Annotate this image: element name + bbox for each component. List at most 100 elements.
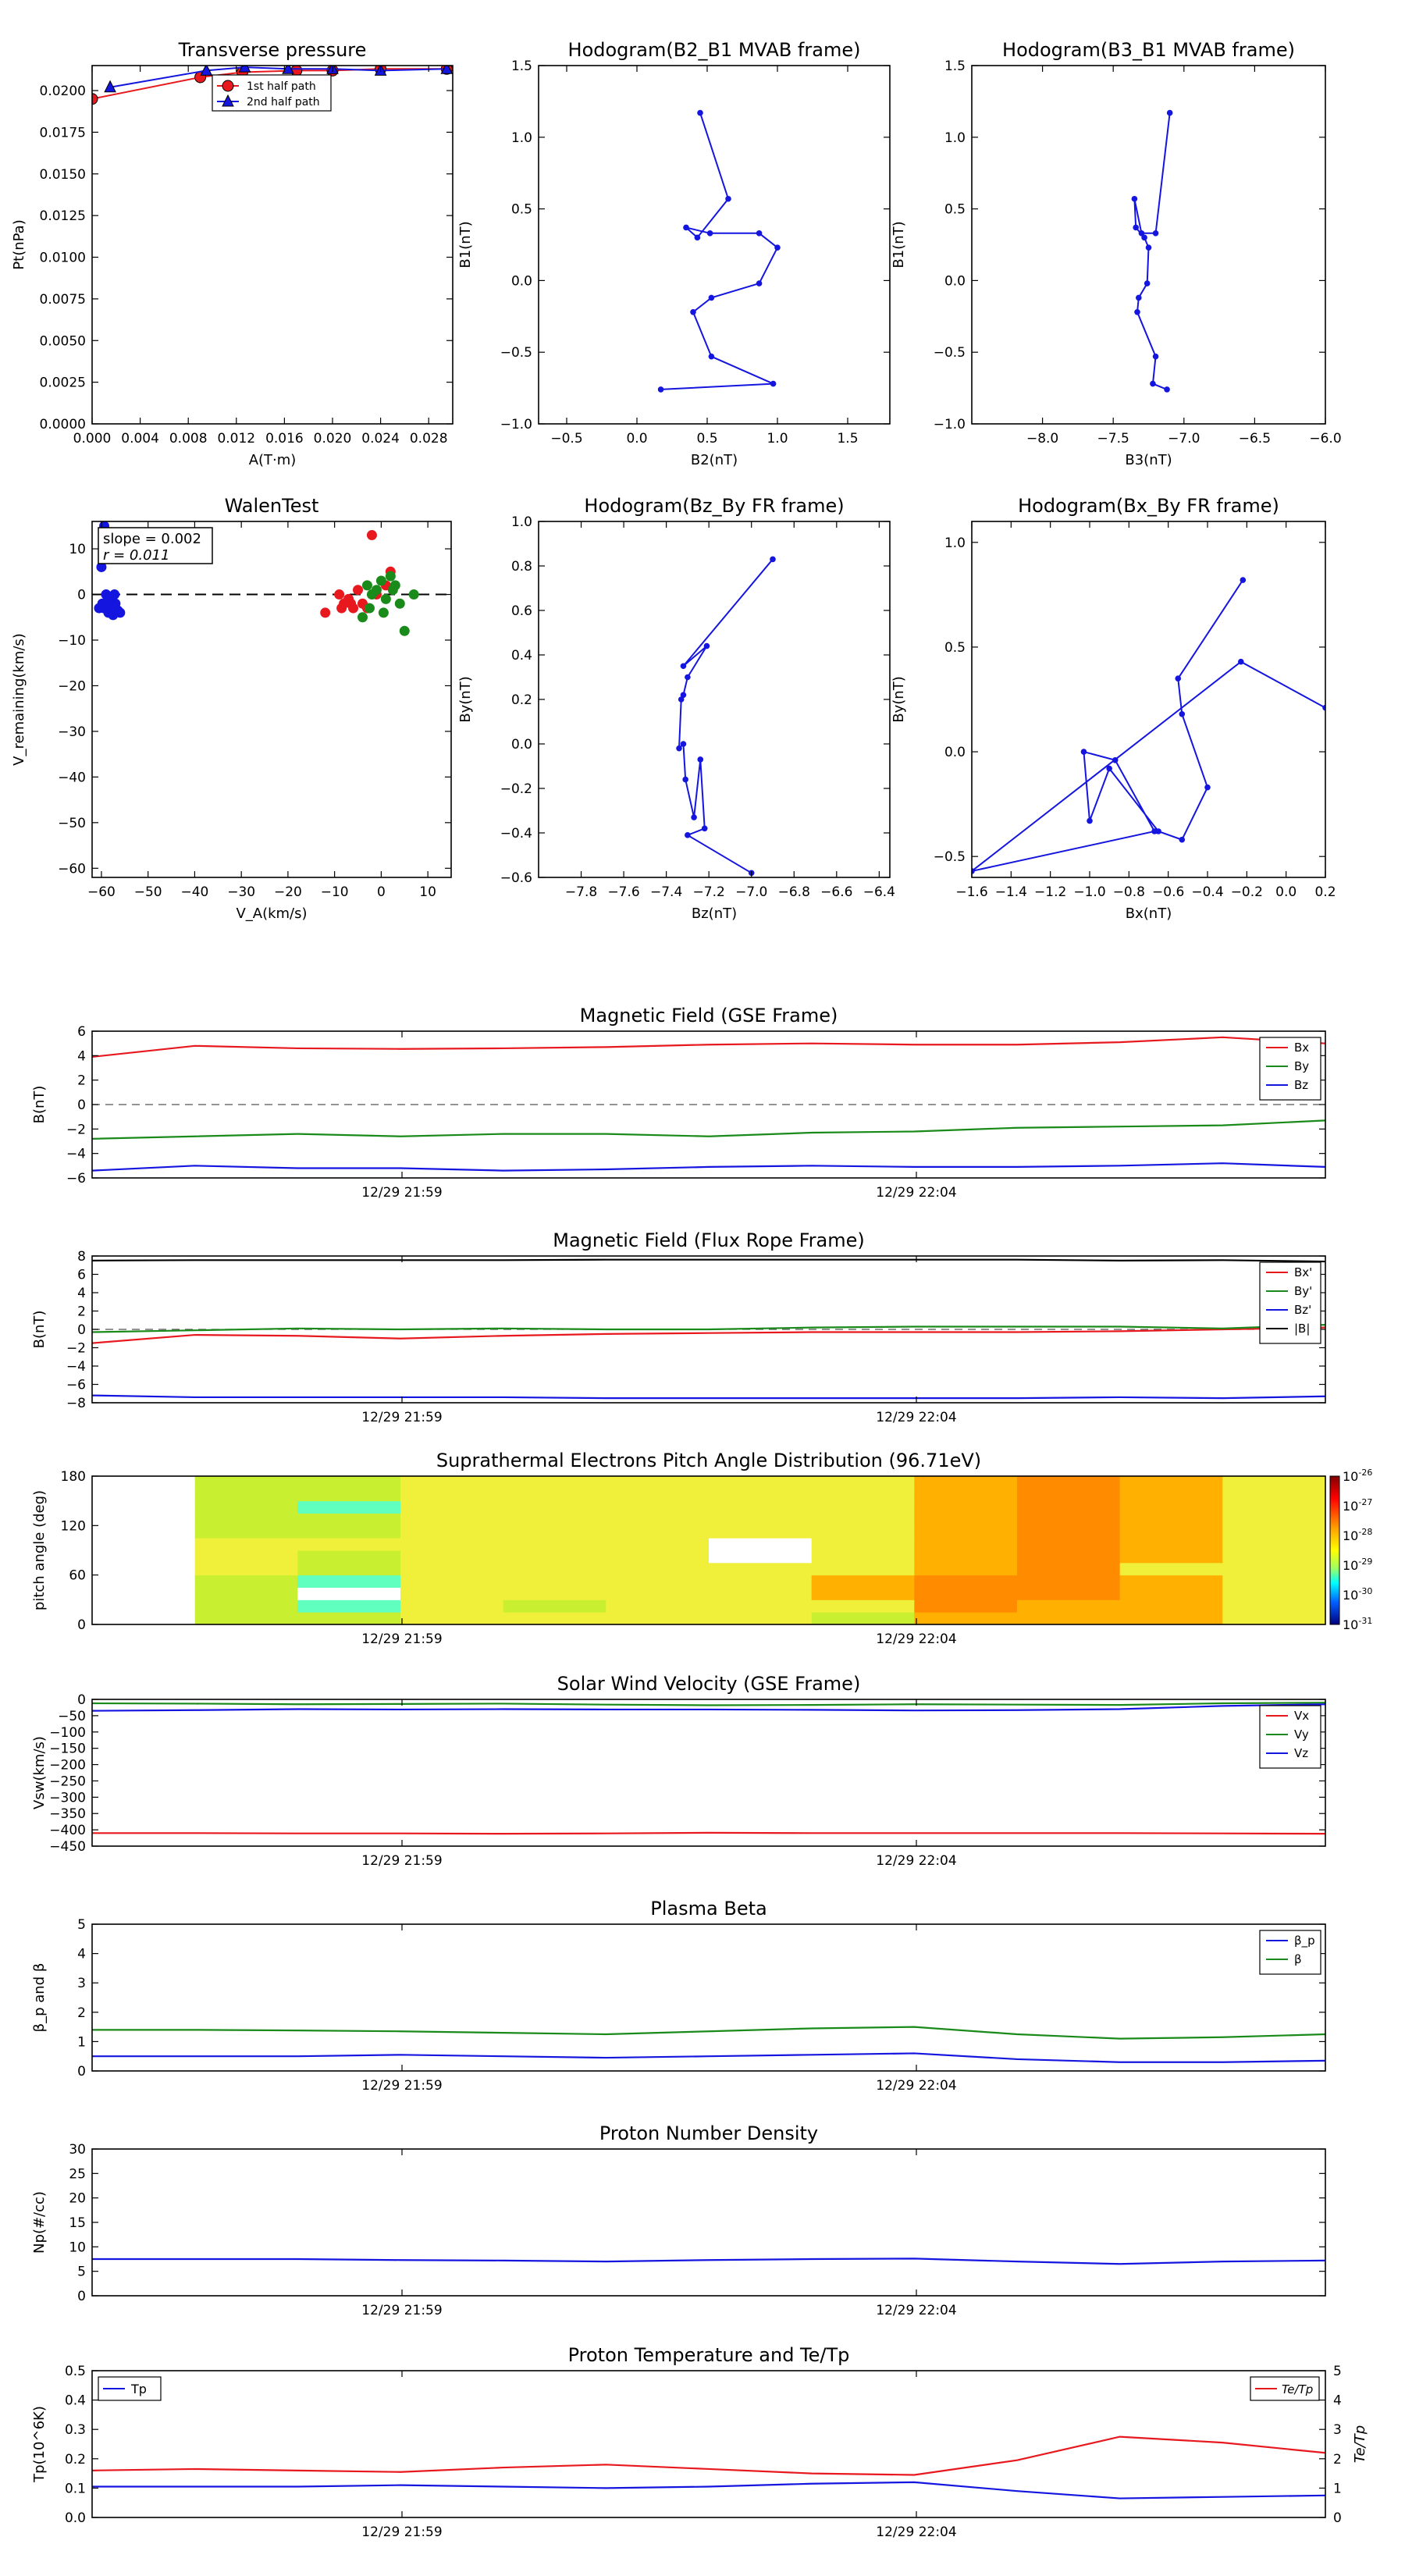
- colorbar-tick-base: 10: [1343, 1588, 1358, 1603]
- y-tick-label: −450: [49, 1839, 86, 1855]
- heatmap-cell: [194, 1574, 298, 1588]
- colorbar-tick-label: 10-29: [1343, 1557, 1372, 1573]
- heatmap-cell: [503, 1476, 606, 1489]
- heatmap-cell: [400, 1612, 504, 1625]
- y-tick-label: −4: [66, 1359, 86, 1375]
- y-tick-label: 5: [77, 2265, 86, 2280]
- x-tick-label: 0.012: [217, 431, 255, 447]
- x-tick-label: −8.0: [1026, 431, 1058, 447]
- y-tick-label: 0.6: [511, 603, 532, 619]
- heatmap-cell: [1222, 1587, 1326, 1600]
- heatmap-cell: [811, 1550, 915, 1564]
- x-tick-label: 12/29 22:04: [876, 2303, 956, 2318]
- heatmap-cell: [1222, 1550, 1326, 1564]
- y-tick-label: 0.1: [65, 2481, 86, 2496]
- data-point: [375, 575, 386, 586]
- data-point: [1164, 386, 1170, 393]
- data-point: [238, 66, 251, 73]
- y-tick-label: 8: [77, 1249, 86, 1265]
- colorbar-tick-base: 10: [1343, 1528, 1358, 1543]
- x-tick-label: 12/29 21:59: [361, 1631, 442, 1647]
- x-tick-label: −6.4: [863, 884, 895, 900]
- heatmap-cell: [914, 1574, 1018, 1588]
- heatmap-cell: [503, 1525, 606, 1539]
- legend-label: 2nd half path: [247, 96, 320, 109]
- chart-hodogram-b2-b1: −0.5 0.0 0.5 1.0 1.5 −1.0 −0.5 0.0 0.5 1.0 1.5 Hodo…: [457, 39, 891, 468]
- heatmap-cell: [297, 1562, 401, 1576]
- colorbar-tick-base: 10: [1343, 1558, 1358, 1573]
- x-tick-label: 0.020: [314, 431, 352, 447]
- data-point: [92, 93, 98, 105]
- heatmap-cell: [1017, 1587, 1121, 1600]
- y-tick-label: 1.0: [511, 130, 532, 146]
- series-line-β_p: [92, 2052, 1326, 2063]
- series-line-Bx: [91, 1036, 1326, 1058]
- heatmap-cell: [606, 1599, 710, 1613]
- data-point: [1112, 756, 1119, 763]
- heatmap-cell: [1222, 1562, 1326, 1576]
- heatmap-cell: [1119, 1587, 1223, 1600]
- x-tick-label: −1.6: [955, 884, 987, 900]
- chart-hodogram-bx-by: −1.6 −1.4 −1.2 −1.0 −0.8 −0.6 −0.4 −0.2 0.0 0.2 −0…: [891, 495, 1336, 922]
- heatmap-cell: [1222, 1574, 1326, 1588]
- y-axis-label: pitch angle (deg): [31, 1490, 48, 1610]
- data-point: [683, 224, 689, 231]
- data-point: [282, 66, 294, 74]
- heatmap-cell: [811, 1562, 915, 1576]
- y-tick-label: −0.5: [500, 345, 532, 361]
- data-point: [378, 607, 389, 618]
- heatmap-cell: [1222, 1538, 1326, 1551]
- x-axis-label: B2(nT): [691, 452, 738, 468]
- colorbar-tick-base: 10: [1343, 1617, 1358, 1632]
- heatmap-cell: [709, 1500, 813, 1514]
- annotation-box: [98, 527, 213, 564]
- data-point: [104, 80, 116, 93]
- heatmap-cell: [297, 1513, 401, 1526]
- heatmap-cell: [709, 1476, 813, 1489]
- heatmap-cell: [811, 1587, 915, 1600]
- heatmap-cell: [503, 1612, 606, 1625]
- y-tick-label: 4: [77, 1286, 86, 1301]
- plot-area: [1131, 109, 1173, 393]
- series-line-By: [91, 1119, 1326, 1140]
- y-tick-label: 10: [69, 2240, 86, 2255]
- data-point: [1134, 308, 1140, 315]
- x-tick-label: −7.5: [1097, 431, 1129, 447]
- series-line: [972, 579, 1325, 872]
- chart-title: Hodogram(B3_B1 MVAB frame): [1002, 39, 1295, 61]
- data-point: [770, 380, 777, 387]
- heatmap-cell: [709, 1538, 813, 1551]
- heatmap-cell: [914, 1500, 1018, 1514]
- heatmap-cell: [914, 1525, 1018, 1539]
- heatmap-cell: [914, 1587, 1018, 1600]
- y-axis-label: Tp(10^6K): [31, 2406, 48, 2483]
- data-point: [657, 386, 664, 393]
- data-point: [1151, 828, 1158, 834]
- colorbar-tick-exponent: -31: [1358, 1616, 1372, 1626]
- plot-frame: [538, 65, 891, 425]
- y-tick-label: −50: [58, 816, 86, 831]
- heatmap-cell: [914, 1538, 1018, 1551]
- heatmap-cell: [1119, 1562, 1223, 1576]
- x-tick-label: −7.8: [565, 884, 597, 900]
- y-tick-label: 0.2: [511, 692, 532, 708]
- heatmap-cell: [400, 1574, 504, 1588]
- data-point: [200, 66, 213, 76]
- heatmap-cell: [811, 1612, 915, 1625]
- series-line-β: [92, 2026, 1326, 2040]
- data-point: [399, 625, 410, 636]
- series-line-Tp: [92, 2481, 1326, 2500]
- legend-label: By: [1294, 1059, 1309, 1073]
- x-tick-label: 12/29 22:04: [876, 1185, 956, 1201]
- y-tick-label: 6: [77, 1268, 86, 1283]
- heatmap-cell: [606, 1538, 710, 1551]
- y-tick-label: −2: [66, 1122, 86, 1137]
- legend-label: Bz: [1294, 1078, 1308, 1092]
- heatmap-cell: [1222, 1599, 1326, 1613]
- x-tick-label: 12/29 22:04: [876, 1853, 956, 1869]
- heatmap-cell: [1222, 1612, 1326, 1625]
- heatmap-cell: [194, 1476, 298, 1489]
- chart-title: Magnetic Field (Flux Rope Frame): [553, 1229, 864, 1251]
- data-point: [972, 868, 975, 874]
